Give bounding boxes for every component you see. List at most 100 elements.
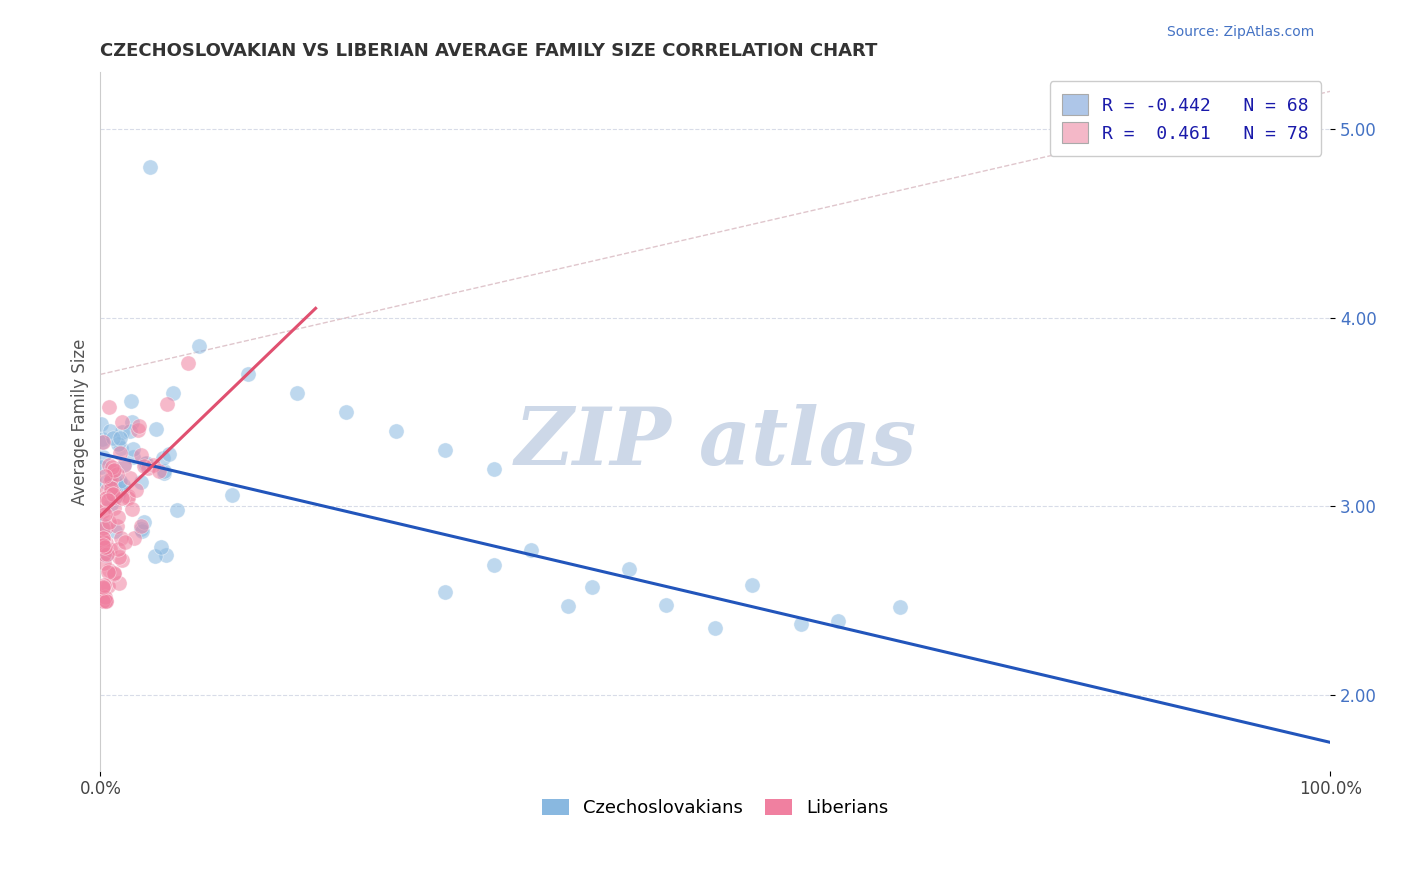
Point xyxy=(127,423,149,437)
Point xyxy=(103,566,125,581)
Point xyxy=(97,493,120,508)
Point xyxy=(100,472,122,486)
Point xyxy=(111,491,134,505)
Point xyxy=(129,522,152,536)
Point xyxy=(790,617,813,632)
Point xyxy=(93,507,115,521)
Point xyxy=(120,393,142,408)
Point xyxy=(827,615,849,629)
Point xyxy=(94,469,117,483)
Point xyxy=(110,431,132,445)
Point xyxy=(94,594,117,608)
Point xyxy=(105,518,128,533)
Point xyxy=(96,483,118,498)
Point xyxy=(122,450,145,465)
Point xyxy=(122,532,145,546)
Point xyxy=(91,450,114,464)
Point xyxy=(121,416,143,430)
Point xyxy=(122,442,145,456)
Point xyxy=(97,564,120,578)
Point xyxy=(91,435,114,450)
Point xyxy=(108,549,131,564)
Point xyxy=(889,600,911,615)
Point xyxy=(90,417,112,431)
Point xyxy=(148,463,170,477)
Point xyxy=(110,442,132,456)
Point xyxy=(101,459,124,474)
Point xyxy=(138,160,160,174)
Point xyxy=(221,488,243,502)
Point xyxy=(90,460,112,475)
Point xyxy=(98,515,121,529)
Point xyxy=(101,487,124,501)
Point xyxy=(94,475,117,489)
Point xyxy=(94,540,117,554)
Point xyxy=(121,502,143,516)
Point xyxy=(104,524,127,538)
Point xyxy=(97,578,120,592)
Point xyxy=(129,518,152,533)
Point xyxy=(110,479,132,493)
Point xyxy=(93,556,115,570)
Point xyxy=(704,621,727,635)
Point xyxy=(384,424,406,438)
Point xyxy=(98,541,121,556)
Point xyxy=(155,548,177,562)
Point xyxy=(91,594,114,608)
Point xyxy=(157,447,180,461)
Point xyxy=(136,461,159,475)
Point xyxy=(152,450,174,465)
Point xyxy=(90,435,112,450)
Point xyxy=(107,488,129,502)
Point xyxy=(128,419,150,434)
Point xyxy=(98,400,121,414)
Point xyxy=(98,486,121,500)
Point xyxy=(581,581,603,595)
Point xyxy=(129,448,152,462)
Point xyxy=(104,490,127,504)
Point xyxy=(90,432,112,446)
Point xyxy=(156,396,179,410)
Point xyxy=(433,442,456,457)
Point xyxy=(103,463,125,477)
Point xyxy=(125,483,148,497)
Point xyxy=(107,509,129,524)
Point xyxy=(143,549,166,563)
Point xyxy=(94,520,117,534)
Point xyxy=(335,405,357,419)
Point xyxy=(103,486,125,500)
Point xyxy=(132,459,155,474)
Point xyxy=(93,540,115,554)
Point xyxy=(153,466,176,480)
Point xyxy=(91,531,114,545)
Point xyxy=(93,578,115,592)
Point xyxy=(94,590,117,604)
Point xyxy=(94,594,117,608)
Point xyxy=(100,482,122,496)
Point xyxy=(149,540,172,554)
Point xyxy=(655,598,678,612)
Legend: Czechoslovakians, Liberians: Czechoslovakians, Liberians xyxy=(534,792,896,824)
Point xyxy=(98,475,121,489)
Point xyxy=(101,464,124,478)
Point xyxy=(94,548,117,562)
Text: CZECHOSLOVAKIAN VS LIBERIAN AVERAGE FAMILY SIZE CORRELATION CHART: CZECHOSLOVAKIAN VS LIBERIAN AVERAGE FAMI… xyxy=(100,42,877,60)
Point xyxy=(101,431,124,445)
Point xyxy=(91,538,114,552)
Point xyxy=(187,339,209,353)
Point xyxy=(108,484,131,499)
Point xyxy=(100,487,122,501)
Point xyxy=(285,386,308,401)
Point xyxy=(105,467,128,482)
Point xyxy=(93,548,115,562)
Point xyxy=(91,581,114,595)
Point xyxy=(96,547,118,561)
Point xyxy=(98,472,121,486)
Point xyxy=(131,524,153,539)
Point xyxy=(107,436,129,450)
Point xyxy=(108,474,131,488)
Point xyxy=(482,558,505,573)
Point xyxy=(162,386,184,401)
Point xyxy=(520,543,543,558)
Point xyxy=(97,565,120,579)
